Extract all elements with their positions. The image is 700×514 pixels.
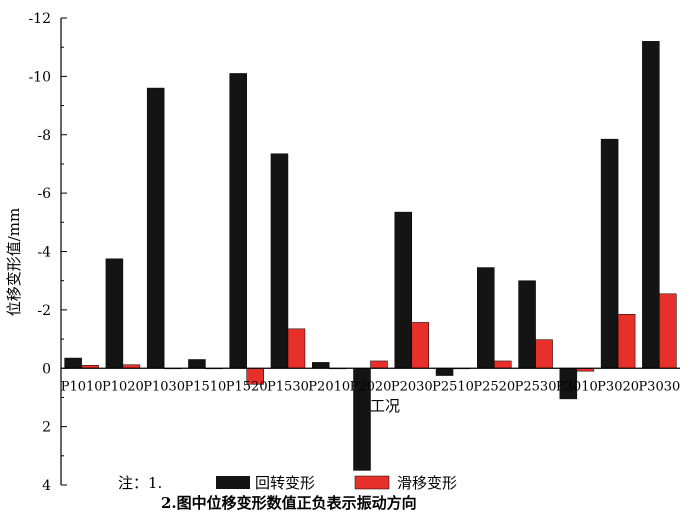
bar-sliding: [494, 360, 512, 369]
bar-rotation: [518, 280, 536, 369]
y-tick-label: -6: [37, 186, 51, 202]
x-tick-label: P1020: [102, 379, 144, 394]
x-tick-label: P3030: [638, 379, 680, 394]
y-tick-label: -4: [37, 245, 51, 261]
x-tick-label: P1530: [267, 379, 309, 394]
bar-sliding: [411, 322, 430, 369]
y-axis-label: 位移变形值/mm: [5, 208, 23, 317]
bar-rotation: [105, 258, 124, 369]
x-tick-label: P3010: [556, 379, 598, 394]
y-tick-label: 2: [42, 420, 51, 436]
legend-label-sliding: 滑移变形: [397, 474, 457, 492]
legend-swatch-sliding: [354, 475, 390, 490]
note-line2: 2.图中位移变形数值正负表示振动方向: [161, 494, 417, 512]
bars-layer: [64, 41, 677, 471]
bar-sliding: [617, 314, 636, 369]
x-tick-labels: P1010 P1020 P1030 P1510 P1520 P1530 P2010 P2020…: [61, 379, 681, 394]
bar-sliding: [535, 339, 553, 369]
x-tick-label: P2030: [391, 379, 433, 394]
x-tick-label: P1030: [143, 379, 185, 394]
y-tick-label: -8: [37, 128, 51, 144]
y-ticks: -12 -10 -8 -6 -4 -2 0 2 4: [28, 11, 67, 494]
x-axis-label: 工况: [370, 397, 400, 415]
y-tick-label: -2: [37, 303, 51, 319]
bar-rotation: [270, 153, 289, 369]
x-tick-label: P1010: [61, 379, 103, 394]
x-tick-label: P2010: [308, 379, 350, 394]
x-tick-label: P2530: [515, 379, 557, 394]
bar-rotation: [311, 362, 330, 369]
legend: 注：1. 回转变形 滑移变形 2.图中位移变形数值正负表示振动方向: [118, 474, 457, 512]
x-tick-label: P2520: [473, 379, 515, 394]
x-tick-label: P2020: [350, 379, 392, 394]
legend-swatch-rotation: [216, 476, 250, 489]
bar-rotation: [188, 359, 206, 369]
bar-sliding: [287, 328, 306, 369]
bar-rotation: [642, 41, 660, 369]
bar-rotation: [146, 87, 165, 369]
bar-sliding: [370, 360, 388, 369]
y-tick-label: 4: [42, 478, 51, 494]
y-tick-label: 0: [42, 361, 51, 377]
y-tick-label: -12: [28, 11, 51, 27]
note-line1-prefix: 注：1.: [118, 474, 162, 492]
legend-label-rotation: 回转变形: [255, 474, 315, 492]
bar-rotation: [477, 267, 495, 369]
x-tick-label: P1520: [226, 379, 268, 394]
x-tick-label: P3020: [597, 379, 639, 394]
x-tick-label: P2510: [432, 379, 474, 394]
bar-sliding: [659, 293, 677, 369]
bar-rotation: [64, 357, 82, 369]
bar-rotation: [229, 73, 247, 369]
y-tick-label: -10: [28, 69, 51, 85]
bar-rotation: [394, 211, 413, 369]
bar-rotation: [600, 138, 619, 369]
bar-rotation: [435, 368, 454, 376]
x-tick-label: P1510: [185, 379, 227, 394]
